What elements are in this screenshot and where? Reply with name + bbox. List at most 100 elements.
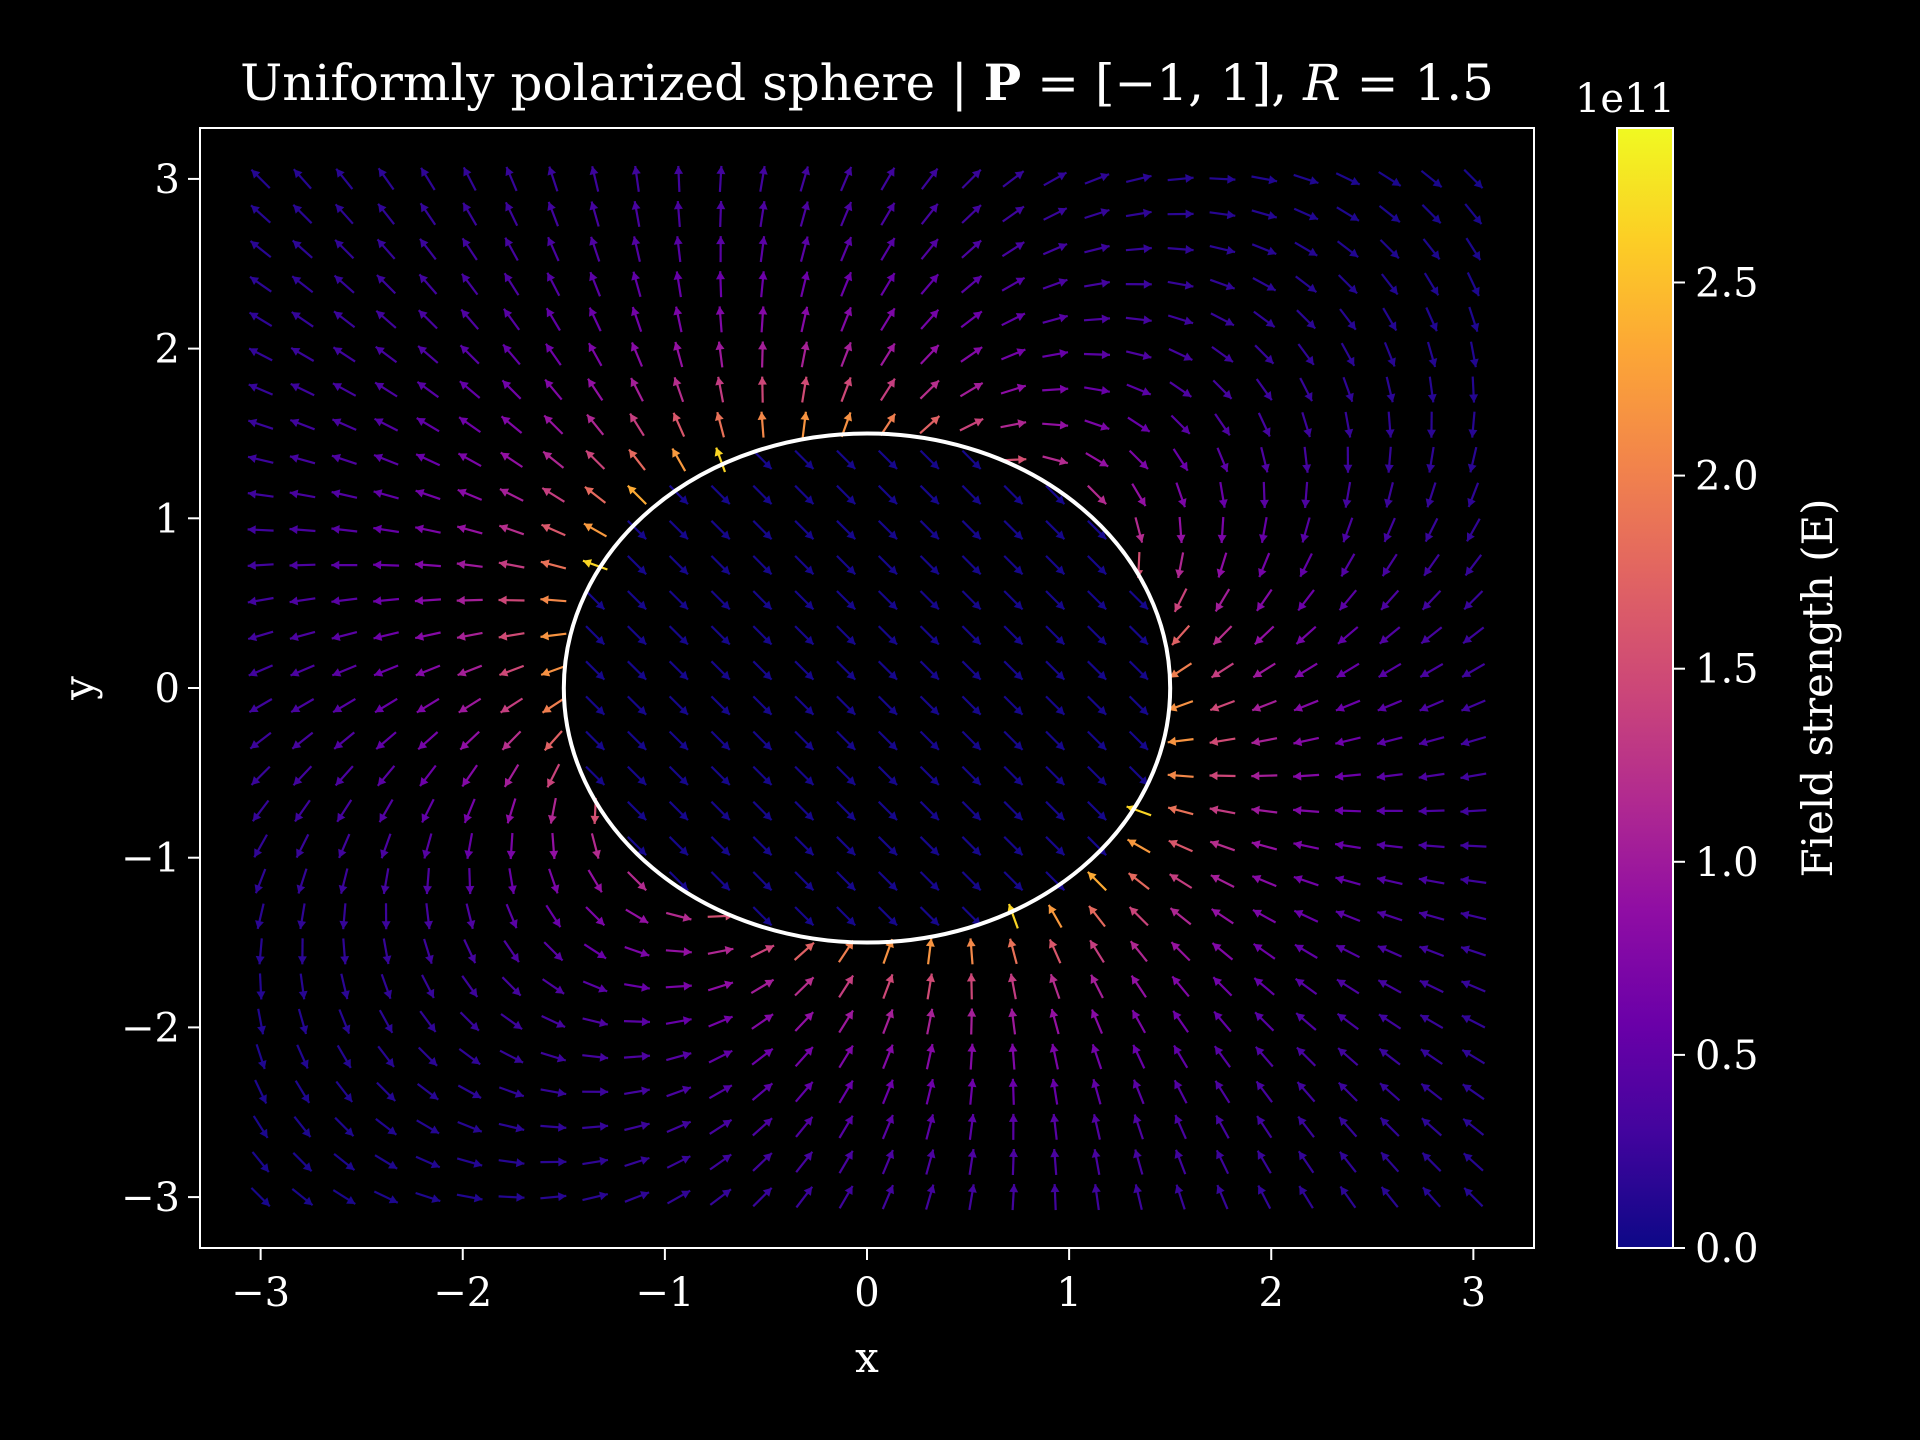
field-arrow-329: [1460, 841, 1487, 851]
field-arrow-322: [1168, 839, 1193, 853]
field-arrow-469: [1045, 660, 1066, 681]
field-arrow-862: [1167, 209, 1194, 219]
field-arrow-501: [1128, 625, 1149, 646]
field-arrow-184: [421, 974, 435, 999]
field-arrow-584: [836, 520, 857, 540]
field-arrow-724: [417, 345, 439, 364]
x-tick-label: 3: [1461, 1270, 1486, 1316]
field-arrow-504: [1254, 625, 1275, 646]
field-arrow-765: [880, 307, 896, 331]
field-arrow-407: [961, 730, 982, 751]
field-arrow-62: [334, 1116, 355, 1137]
field-arrow-638: [585, 449, 606, 470]
field-arrow-793: [800, 271, 810, 298]
field-arrow-475: [1294, 662, 1318, 679]
field-arrow-437: [961, 695, 982, 716]
field-arrow-650: [1085, 452, 1109, 468]
field-arrow-548: [582, 559, 608, 571]
field-arrow-312: [752, 836, 773, 856]
field-arrow-753: [375, 309, 397, 329]
field-arrow-597: [1383, 517, 1396, 543]
field-arrow-772: [1167, 314, 1194, 326]
field-arrow-352: [1167, 805, 1194, 816]
field-arrow-792: [758, 271, 768, 298]
field-arrow-164: [838, 1009, 854, 1034]
field-arrow-557: [961, 555, 982, 576]
field-arrow-43: [795, 1151, 814, 1173]
field-arrow-185: [461, 975, 479, 998]
field-arrow-460: [668, 660, 689, 681]
field-arrow-298: [1418, 875, 1445, 885]
field-arrow-189: [624, 982, 650, 992]
field-arrow-843: [377, 203, 395, 225]
field-arrow-151: [297, 1008, 309, 1035]
field-arrow-292: [1169, 873, 1193, 889]
field-arrow-710: [1084, 386, 1110, 395]
field-arrow-542: [331, 560, 358, 570]
field-arrow-550: [668, 555, 689, 576]
field-arrow-140: [1091, 1043, 1103, 1070]
field-arrow-573: [373, 524, 400, 534]
field-arrow-400: [668, 730, 689, 751]
field-arrow-286: [919, 871, 940, 892]
field-arrow-565: [1299, 553, 1313, 578]
field-arrow-183: [380, 973, 392, 1000]
field-arrow-267: [1377, 910, 1403, 922]
field-arrow-11: [709, 1188, 732, 1206]
field-arrow-654: [1260, 446, 1270, 473]
field-arrow-825: [880, 237, 896, 261]
field-arrow-837: [1379, 239, 1400, 260]
field-arrow-639: [628, 448, 646, 471]
field-arrow-719: [1469, 376, 1479, 403]
field-arrow-179: [1461, 1014, 1486, 1029]
field-arrow-378: [1003, 765, 1024, 786]
field-arrow-888: [1002, 170, 1025, 188]
field-arrow-829: [1042, 242, 1068, 256]
field-arrow-192: [750, 978, 775, 995]
field-arrow-91: [294, 1080, 311, 1104]
field-arrow-193: [794, 976, 815, 997]
field-arrow-725: [459, 344, 480, 365]
field-arrow-100: [666, 1085, 692, 1098]
field-arrow-659: [1467, 446, 1478, 473]
field-arrow-521: [710, 590, 731, 611]
field-arrow-133: [794, 1046, 814, 1068]
field-arrow-109: [1050, 1078, 1059, 1105]
field-arrow-577: [541, 523, 566, 537]
field-arrow-777: [1382, 307, 1398, 332]
field-arrow-860: [1084, 208, 1110, 220]
field-arrow-236: [1335, 944, 1360, 959]
field-arrow-618: [1003, 484, 1024, 505]
field-arrow-637: [542, 450, 565, 469]
field-arrow-711: [1126, 383, 1152, 396]
field-arrow-830: [1084, 243, 1110, 254]
field-arrow-806: [1337, 274, 1358, 295]
field-arrow-377: [961, 765, 982, 786]
field-arrow-256: [919, 906, 940, 927]
field-arrow-515: [456, 595, 483, 605]
field-arrow-113: [1214, 1080, 1231, 1104]
field-arrow-233: [1211, 942, 1234, 961]
field-arrow-229: [1048, 938, 1062, 964]
field-arrow-776: [1339, 308, 1357, 331]
field-arrow-516: [498, 595, 525, 605]
field-arrow-47: [967, 1148, 977, 1175]
field-arrow-403: [794, 730, 815, 751]
field-arrow-70: [666, 1120, 692, 1134]
field-arrow-785: [461, 273, 479, 296]
field-arrow-745: [1297, 343, 1315, 366]
field-arrow-271: [296, 868, 308, 894]
field-arrow-341: [710, 800, 731, 821]
field-arrow-448: [1419, 699, 1444, 712]
field-arrow-540: [247, 560, 274, 570]
field-arrow-202: [1171, 975, 1190, 998]
field-arrow-21: [1133, 1184, 1143, 1210]
field-arrow-796: [920, 273, 940, 295]
field-arrow-802: [1167, 280, 1194, 290]
field-arrow-421: [290, 698, 315, 714]
field-arrow-350: [1087, 800, 1107, 821]
field-arrow-476: [1336, 662, 1360, 679]
field-arrow-266: [1335, 910, 1361, 923]
field-arrow-712: [1169, 381, 1193, 398]
field-arrow-775: [1296, 309, 1317, 330]
